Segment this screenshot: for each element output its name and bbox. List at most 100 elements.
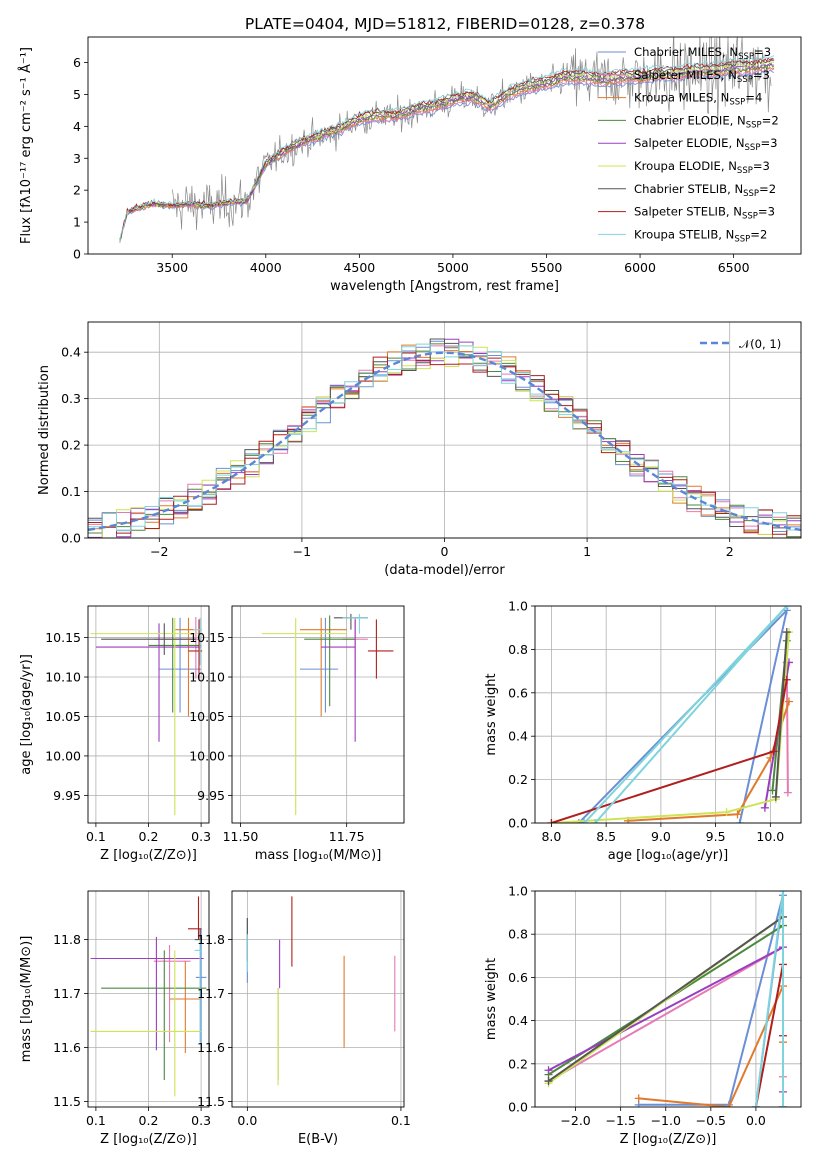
- legend-subscript: SSP: [738, 52, 754, 62]
- spectrum-xtick-label: 6000: [624, 260, 656, 275]
- age_vs_Z-ytick-label: 9.95: [53, 788, 81, 803]
- spectrum-xtick-label: 5500: [531, 260, 563, 275]
- histogram-step-kroupa_stelib: [88, 343, 801, 532]
- legend-text-salpeter_elodie: Salpeter ELODIE, N: [634, 136, 745, 150]
- weight-point-kroupa_miles: [724, 1103, 733, 1107]
- legend-text-kroupa_elodie: Kroupa ELODIE, N: [634, 159, 737, 173]
- legend-text-chabrier_stelib: Chabrier STELIB, N: [634, 182, 743, 196]
- spectrum-xtick-label: 6500: [718, 260, 750, 275]
- mass_vs_ebv-xtick-label: 0.0: [237, 1113, 257, 1128]
- histogram-step-chabrier_stelib: [88, 338, 801, 529]
- residual_histogram-ytick-label: 0.2: [61, 438, 81, 453]
- spectrum-ytick-label: 3: [73, 151, 81, 166]
- spectrum-ytick-label: 4: [73, 119, 81, 134]
- age_vs_Z-ytick-label: 10.15: [45, 630, 81, 645]
- mass_vs_Z-ytick-label: 11.5: [53, 1094, 81, 1109]
- panel-age_vs_Z: 0.1 0.2 0.3 9.95 10.00 10.05 10.10 10.15 Z [log₁…: [19, 605, 211, 863]
- spectrum-ytick-label: 1: [73, 215, 81, 230]
- legend-subscript: SSP: [737, 166, 753, 176]
- weight-point-kroupa_stelib: [778, 1103, 787, 1107]
- histogram-step-kroupa_elodie: [88, 345, 801, 538]
- mass_vs_Z-xtick-label: 0.1: [86, 1113, 106, 1128]
- weight-point-salpeter_stelib: [769, 747, 778, 756]
- legend-gaussian-label: 𝒩(0, 1): [739, 337, 781, 351]
- model-spectrum-line-kroupa_elodie: [119, 61, 775, 241]
- spectrum-ylabel: Flux [fλ10⁻¹⁷ erg cm⁻² s⁻¹ Å⁻¹]: [18, 47, 34, 244]
- age_vs_Z-frame: [87, 605, 210, 824]
- legend-subscript: SSP: [745, 143, 761, 153]
- mass_weight_vs_Z-ytick-label: 0.2: [508, 1056, 528, 1071]
- age_vs_mass-ytick-label: 9.95: [197, 788, 225, 803]
- residual_histogram-xtick-label: 0: [441, 544, 449, 559]
- legend-label-kroupa_stelib: Kroupa STELIB, NSSP=2: [634, 227, 767, 244]
- model-spectrum-line-chabrier_elodie: [119, 62, 775, 241]
- weight-point-salpeter_stelib: [547, 819, 556, 823]
- mass_vs_ebv-plot-area: [246, 896, 396, 1086]
- residual_histogram-ytick-label: 0.0: [61, 531, 81, 546]
- residual_histogram-xtick-label: 1: [583, 544, 591, 559]
- mass_weight_vs_Z-xtick-label: 0.0: [746, 1113, 766, 1128]
- mass_weight_vs_age-ylabel: mass weight: [484, 673, 499, 755]
- mass_weight_vs_age-xtick-label: 8.0: [541, 829, 561, 844]
- age_vs_mass-xtick-label: 11.75: [329, 829, 365, 844]
- legend-text-salpeter_stelib: Salpeter STELIB, N: [634, 205, 742, 219]
- spectrum-xtick-label: 3500: [156, 260, 188, 275]
- mass_vs_ebv-frame: [231, 890, 405, 1108]
- mass_weight_vs_Z-xtick-label: −0.5: [696, 1113, 726, 1128]
- panel-mass_weight_vs_Z: −2.0 −1.5 −1.0 −0.5 0.0 0.0 0.2 0.4 0.6 0.8 1.0 Z […: [484, 884, 802, 1147]
- mass_weight_vs_age-ytick-label: 0.6: [508, 685, 528, 700]
- legend-subscript: SSP: [729, 98, 745, 108]
- mass_weight_vs_age-xlabel: age [log₁₀(age/yr)]: [608, 848, 729, 863]
- weight-point-kroupa_stelib: [751, 1103, 760, 1107]
- mass_weight_vs_Z-xlabel: Z [log₁₀(Z/Z⊙)]: [620, 1132, 717, 1147]
- weight-point-kroupa_miles: [784, 697, 793, 706]
- legend-label-salpeter_stelib: Salpeter STELIB, NSSP=3: [634, 205, 775, 222]
- legend-subscript: SSP: [743, 189, 759, 199]
- weight-point-chabrier_stelib: [771, 792, 780, 801]
- residual_histogram-ytick-label: 0.1: [61, 484, 81, 499]
- mass_vs_Z-frame: [87, 890, 210, 1108]
- weight-point-kroupa_stelib: [580, 819, 589, 823]
- spectrum-ytick-label: 2: [73, 183, 81, 198]
- mass_weight_vs_age-ytick-label: 1.0: [508, 599, 528, 614]
- legend-subscript: SSP: [734, 234, 750, 244]
- mass_weight_vs_Z-xtick-label: −2.0: [560, 1113, 590, 1128]
- legend-nssp-chabrier_stelib: =2: [759, 182, 776, 196]
- weight-point-kroupa_stelib: [778, 891, 787, 895]
- panel-age_vs_mass: 11.50 11.75 9.95 10.00 10.05 10.10 10.15 mass […: [189, 605, 405, 863]
- residual_histogram-xlabel: (data-model)/error: [384, 563, 505, 578]
- figure-title: PLATE=0404, MJD=51812, FIBERID=0128, z=0…: [245, 15, 645, 33]
- age_vs_mass-plot-area: [261, 613, 394, 816]
- mass_weight_vs_age-ytick-label: 0.8: [508, 642, 528, 657]
- legend-subscript: SSP: [737, 75, 753, 85]
- legend-text-salpeter_miles: Salpeter MILES, N: [634, 68, 737, 82]
- mass_vs_Z-ylabel: mass [log₁₀(M/M⊙)]: [19, 936, 34, 1063]
- mass_weight_vs_Z-frame: [534, 890, 802, 1108]
- spectrum-plot-area: [119, 37, 775, 243]
- mass_weight_vs_Z-plot-area: [544, 891, 787, 1107]
- age_vs_Z-ytick-label: 10.10: [45, 670, 81, 685]
- residual_histogram-frame: [87, 321, 802, 539]
- mass_weight_vs_Z-xtick-label: −1.5: [605, 1113, 635, 1128]
- legend-nssp-kroupa_miles: =4: [745, 91, 762, 105]
- weight-point-kroupa_miles: [733, 810, 742, 819]
- mass_weight_vs_age-frame: [534, 605, 802, 824]
- mass_vs_ebv-ytick-label: 11.5: [197, 1094, 225, 1109]
- gaussian-curve: [88, 351, 801, 532]
- mass_weight_vs_Z-ytick-label: 0.0: [508, 1100, 528, 1115]
- spectrum-xtick-label: 4500: [343, 260, 375, 275]
- legend-label-chabrier_stelib: Chabrier STELIB, NSSP=2: [634, 182, 776, 199]
- mass_vs_Z-ytick-label: 11.8: [53, 932, 81, 947]
- legend-nssp-kroupa_stelib: =2: [750, 227, 767, 241]
- mass_weight_vs_age-plot-area: [547, 606, 793, 823]
- weight-point-chabrier_stelib: [544, 1077, 553, 1086]
- model-spectrum-line-kroupa_stelib: [119, 55, 775, 242]
- age_vs_Z-xtick-label: 0.3: [191, 829, 211, 844]
- panel-spectrum: 3500 4000 4500 5000 5500 6000 6500 0 1 2 3 4 5 6 wavel…: [18, 36, 802, 294]
- mass_vs_Z-xlabel: Z [log₁₀(Z/Z⊙)]: [100, 1132, 197, 1147]
- spectrum-ytick-label: 0: [73, 247, 81, 262]
- weight-line-kroupa_stelib: [754, 891, 784, 1107]
- spectrum-xlabel: wavelength [Angstrom, rest frame]: [330, 279, 559, 294]
- spectrum-ytick-label: 5: [73, 87, 81, 102]
